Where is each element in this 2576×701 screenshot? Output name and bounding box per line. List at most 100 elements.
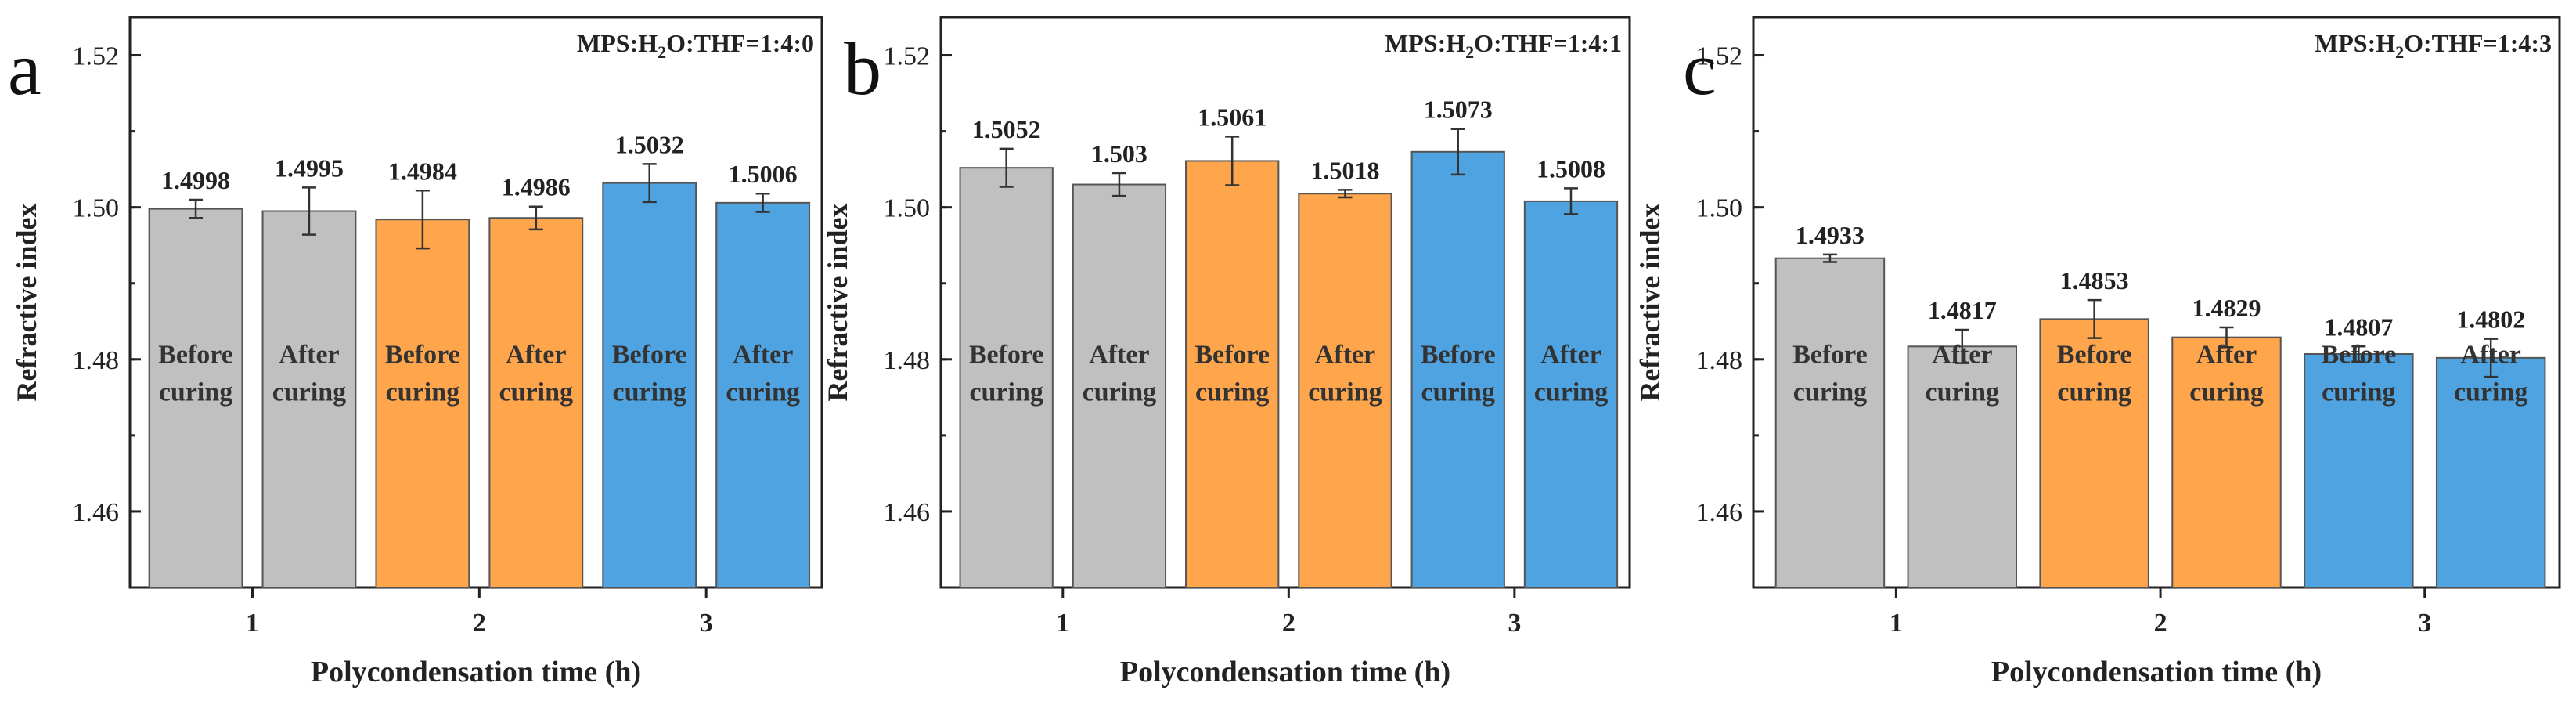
data-label: 1.4986 bbox=[502, 173, 571, 201]
bar-label-line2: curing bbox=[1195, 378, 1269, 407]
y-tick-label: 1.48 bbox=[884, 346, 931, 375]
bar-label-line2: curing bbox=[1421, 378, 1494, 407]
x-axis-label: Polycondensation time (h) bbox=[1991, 656, 2322, 688]
bar-label-line1: After bbox=[1089, 341, 1149, 370]
data-label: 1.4933 bbox=[1796, 221, 1864, 249]
bar-label-line2: curing bbox=[1308, 378, 1382, 407]
bar-label-line2: curing bbox=[1534, 378, 1608, 407]
y-tick-label: 1.46 bbox=[884, 498, 931, 527]
bar bbox=[959, 167, 1054, 588]
data-label: 1.5008 bbox=[1537, 154, 1605, 182]
chart-panel-c: 1.46 1.48 1.50 1.52 1.4933 Before curing 1.4817… bbox=[1634, 16, 2561, 688]
bar-label-line1: After bbox=[1932, 341, 1992, 370]
data-label: 1.4853 bbox=[2060, 266, 2129, 294]
y-tick-label: 1.48 bbox=[73, 346, 120, 375]
bar-label-line1: Before bbox=[158, 341, 233, 370]
bar-label-line2: curing bbox=[1793, 378, 1867, 407]
bar-label-line1: After bbox=[506, 341, 566, 370]
bar bbox=[2304, 353, 2414, 588]
bar bbox=[375, 219, 470, 588]
bar bbox=[715, 201, 811, 588]
data-label: 1.5052 bbox=[972, 115, 1041, 143]
data-label: 1.503 bbox=[1091, 139, 1147, 168]
bar-label-line1: After bbox=[1315, 341, 1375, 370]
bar-label-line1: Before bbox=[1421, 341, 1496, 370]
data-label: 1.5032 bbox=[615, 130, 684, 158]
annotation: MPS:H2O:THF=1:4:0 bbox=[577, 29, 814, 62]
y-tick-label: 1.46 bbox=[73, 498, 120, 527]
bar bbox=[1298, 193, 1392, 588]
bar-label-line1: Before bbox=[969, 341, 1044, 370]
bar bbox=[1523, 200, 1619, 588]
x-tick-label: 3 bbox=[2418, 609, 2431, 638]
bar-label-line1: After bbox=[2461, 341, 2521, 370]
bar bbox=[1410, 150, 1505, 589]
plot-frame bbox=[1752, 16, 2561, 589]
y-axis-label: Refractive index bbox=[1634, 204, 1666, 402]
data-label: 1.4807 bbox=[2324, 313, 2393, 341]
bar-label-line1: Before bbox=[385, 341, 460, 370]
y-tick-label: 1.50 bbox=[73, 194, 120, 223]
x-tick-label: 2 bbox=[2154, 609, 2167, 638]
bar-label-line2: curing bbox=[726, 378, 799, 407]
x-tick-label: 2 bbox=[473, 609, 486, 638]
plot-frame bbox=[939, 16, 1631, 589]
y-tick-label: 1.50 bbox=[884, 194, 931, 223]
data-label: 1.4829 bbox=[2192, 294, 2261, 322]
x-tick-label: 3 bbox=[1508, 609, 1521, 638]
bar-label-line2: curing bbox=[1926, 378, 1999, 407]
bar-label-line1: Before bbox=[612, 341, 687, 370]
bar bbox=[2171, 336, 2282, 588]
bar bbox=[1185, 160, 1280, 588]
data-label: 1.5006 bbox=[729, 160, 798, 188]
data-label: 1.5018 bbox=[1310, 156, 1379, 184]
bar-label-line2: curing bbox=[2189, 378, 2263, 407]
plot-frame bbox=[128, 16, 823, 589]
bar-label-line1: Before bbox=[1792, 341, 1868, 370]
y-tick-label: 1.50 bbox=[1696, 194, 1743, 223]
data-label: 1.4817 bbox=[1928, 296, 1997, 324]
y-tick-label: 1.46 bbox=[1696, 498, 1743, 527]
bar-label-line1: Before bbox=[1194, 341, 1270, 370]
bar-label-line1: Before bbox=[2322, 341, 2397, 370]
data-label: 1.5061 bbox=[1198, 103, 1266, 131]
data-label: 1.4998 bbox=[161, 166, 230, 194]
bar-label-line1: After bbox=[1540, 341, 1601, 370]
bar bbox=[2435, 356, 2546, 588]
x-tick-label: 1 bbox=[1890, 609, 1903, 638]
data-label: 1.5073 bbox=[1424, 96, 1493, 124]
bar-label-line2: curing bbox=[2057, 378, 2131, 407]
x-tick-label: 3 bbox=[700, 609, 713, 638]
bar-label-line1: After bbox=[2196, 341, 2257, 370]
bar-label-line2: curing bbox=[386, 378, 459, 407]
x-axis-label: Polycondensation time (h) bbox=[311, 656, 641, 688]
bar-label-line2: curing bbox=[2454, 378, 2527, 407]
bar bbox=[2039, 318, 2149, 588]
bar bbox=[602, 182, 697, 588]
panel-label: b bbox=[844, 27, 881, 110]
panel-label: c bbox=[1683, 27, 1717, 110]
bar-label-line2: curing bbox=[2322, 378, 2395, 407]
y-tick-label: 1.52 bbox=[884, 42, 931, 71]
data-label: 1.4984 bbox=[388, 157, 457, 185]
bar-label-line1: After bbox=[279, 341, 339, 370]
chart-panel-b: 1.46 1.48 1.50 1.52 1.5052 Before curing 1.503 A… bbox=[822, 16, 1631, 688]
bar bbox=[1907, 345, 2018, 588]
bar-label-line2: curing bbox=[1083, 378, 1156, 407]
y-tick-label: 1.52 bbox=[73, 42, 120, 71]
data-label: 1.4802 bbox=[2456, 305, 2525, 334]
bar bbox=[148, 208, 243, 588]
bar-label-line2: curing bbox=[969, 378, 1043, 407]
bar-label-line2: curing bbox=[499, 378, 573, 407]
bar-label-line2: curing bbox=[159, 378, 232, 407]
y-axis-label: Refractive index bbox=[11, 204, 42, 402]
x-tick-label: 1 bbox=[246, 609, 259, 638]
bar-label-line1: After bbox=[733, 341, 793, 370]
bar bbox=[1072, 183, 1167, 588]
x-tick-label: 2 bbox=[1282, 609, 1295, 638]
bar bbox=[1774, 257, 1886, 588]
panel-label: a bbox=[8, 27, 41, 110]
y-tick-label: 1.52 bbox=[1696, 42, 1743, 71]
